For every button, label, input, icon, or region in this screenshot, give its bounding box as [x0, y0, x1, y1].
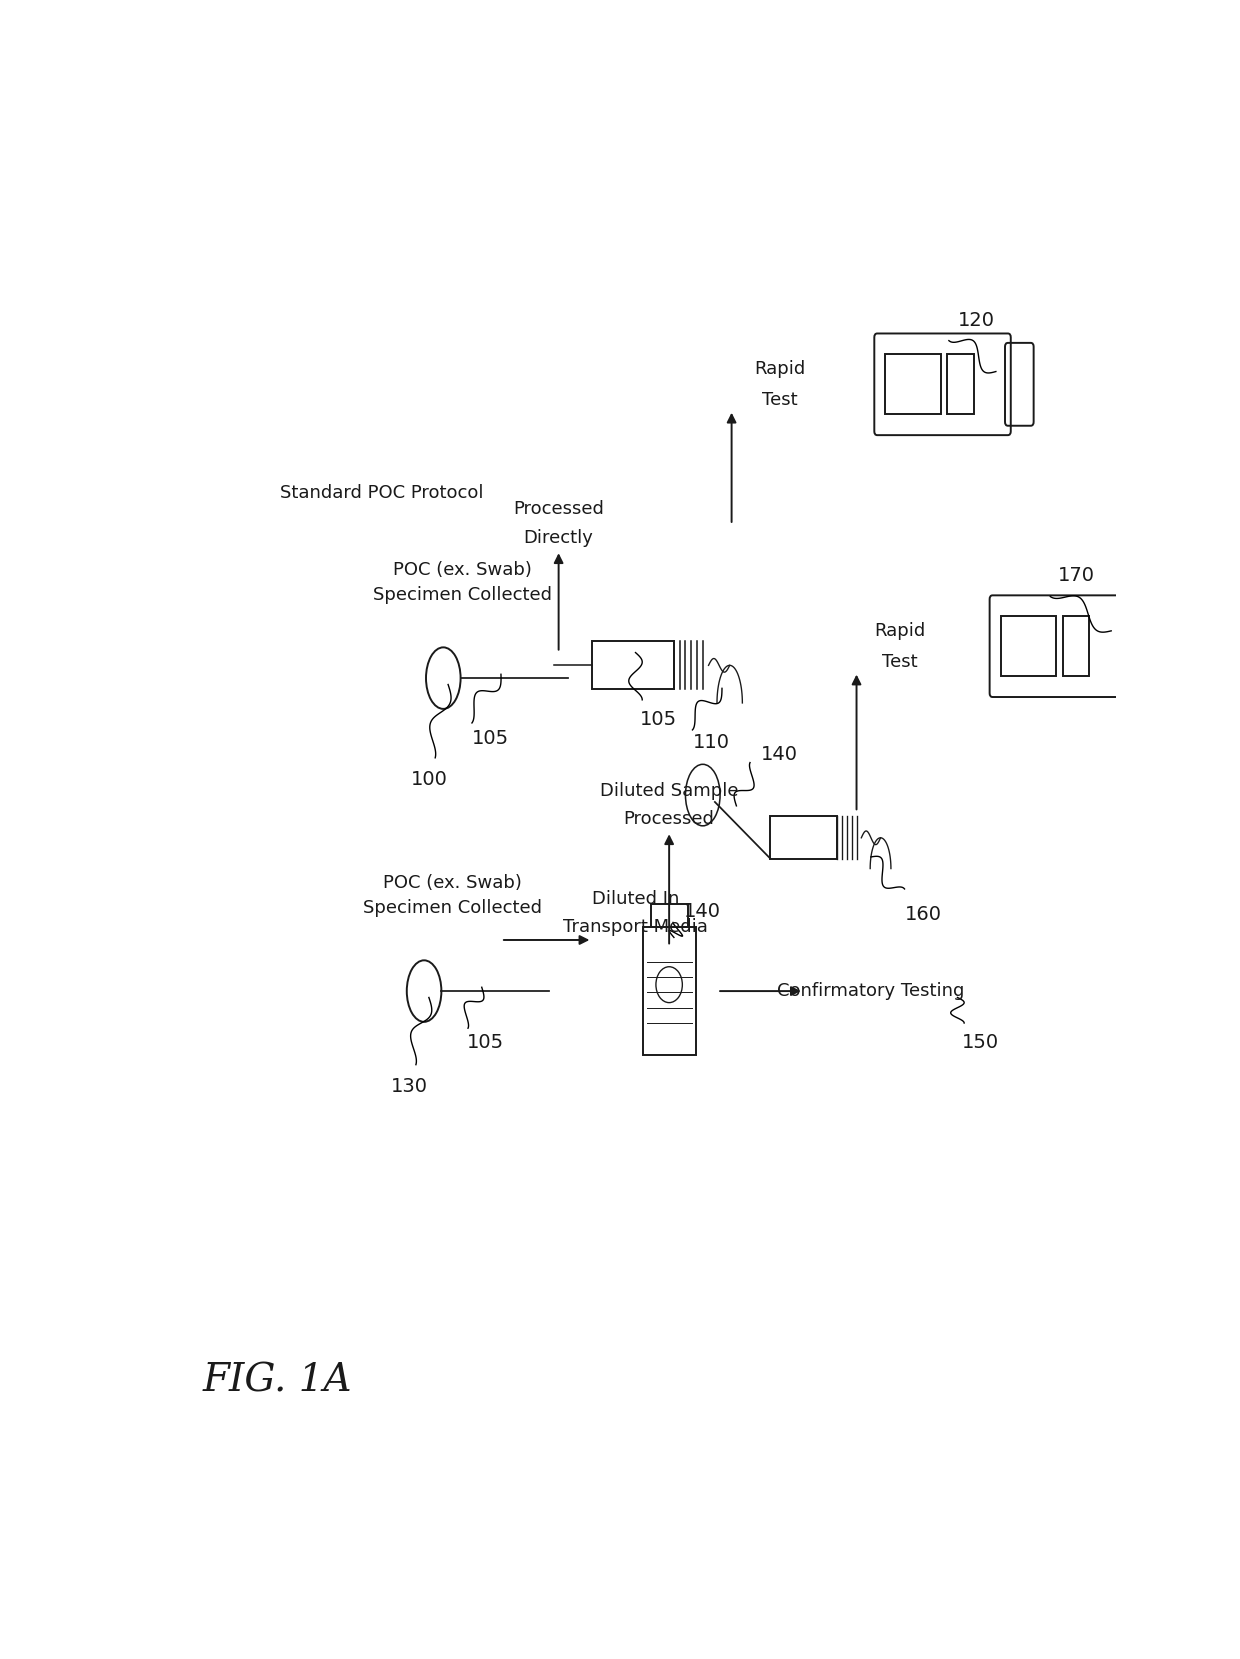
Text: Transport Media: Transport Media — [563, 917, 708, 936]
Text: 130: 130 — [391, 1077, 428, 1095]
Text: 170: 170 — [1059, 566, 1095, 586]
Bar — [651, 904, 688, 927]
Bar — [593, 642, 675, 688]
Text: Confirmatory Testing: Confirmatory Testing — [777, 982, 965, 1000]
Text: 105: 105 — [467, 1034, 505, 1052]
Text: Rapid: Rapid — [874, 622, 925, 640]
Bar — [642, 927, 696, 1055]
Text: Specimen Collected: Specimen Collected — [373, 586, 552, 604]
Text: 110: 110 — [693, 733, 730, 752]
Text: Test: Test — [761, 390, 797, 408]
Bar — [947, 355, 973, 415]
Text: 140: 140 — [683, 902, 720, 921]
Text: Processed: Processed — [624, 810, 714, 828]
Text: 140: 140 — [760, 745, 797, 765]
Text: 105: 105 — [472, 730, 510, 748]
Text: FIG. 1A: FIG. 1A — [203, 1362, 352, 1399]
Text: Specimen Collected: Specimen Collected — [363, 899, 542, 917]
Text: Diluted In: Diluted In — [591, 891, 680, 907]
Bar — [1001, 615, 1056, 677]
Bar — [1063, 615, 1089, 677]
Text: 100: 100 — [410, 770, 448, 790]
Text: POC (ex. Swab): POC (ex. Swab) — [383, 874, 522, 891]
Text: Diluted Sample: Diluted Sample — [600, 781, 738, 800]
Bar — [770, 816, 837, 859]
Text: POC (ex. Swab): POC (ex. Swab) — [393, 561, 532, 579]
Text: 105: 105 — [640, 710, 677, 728]
Text: 120: 120 — [957, 310, 994, 330]
Text: Rapid: Rapid — [754, 360, 805, 378]
Text: Processed: Processed — [513, 501, 604, 519]
Text: Directly: Directly — [523, 529, 594, 546]
Text: 150: 150 — [962, 1034, 999, 1052]
Bar — [885, 355, 941, 415]
Text: Standard POC Protocol: Standard POC Protocol — [280, 484, 484, 503]
Text: 160: 160 — [905, 906, 941, 924]
Text: Test: Test — [882, 652, 918, 670]
